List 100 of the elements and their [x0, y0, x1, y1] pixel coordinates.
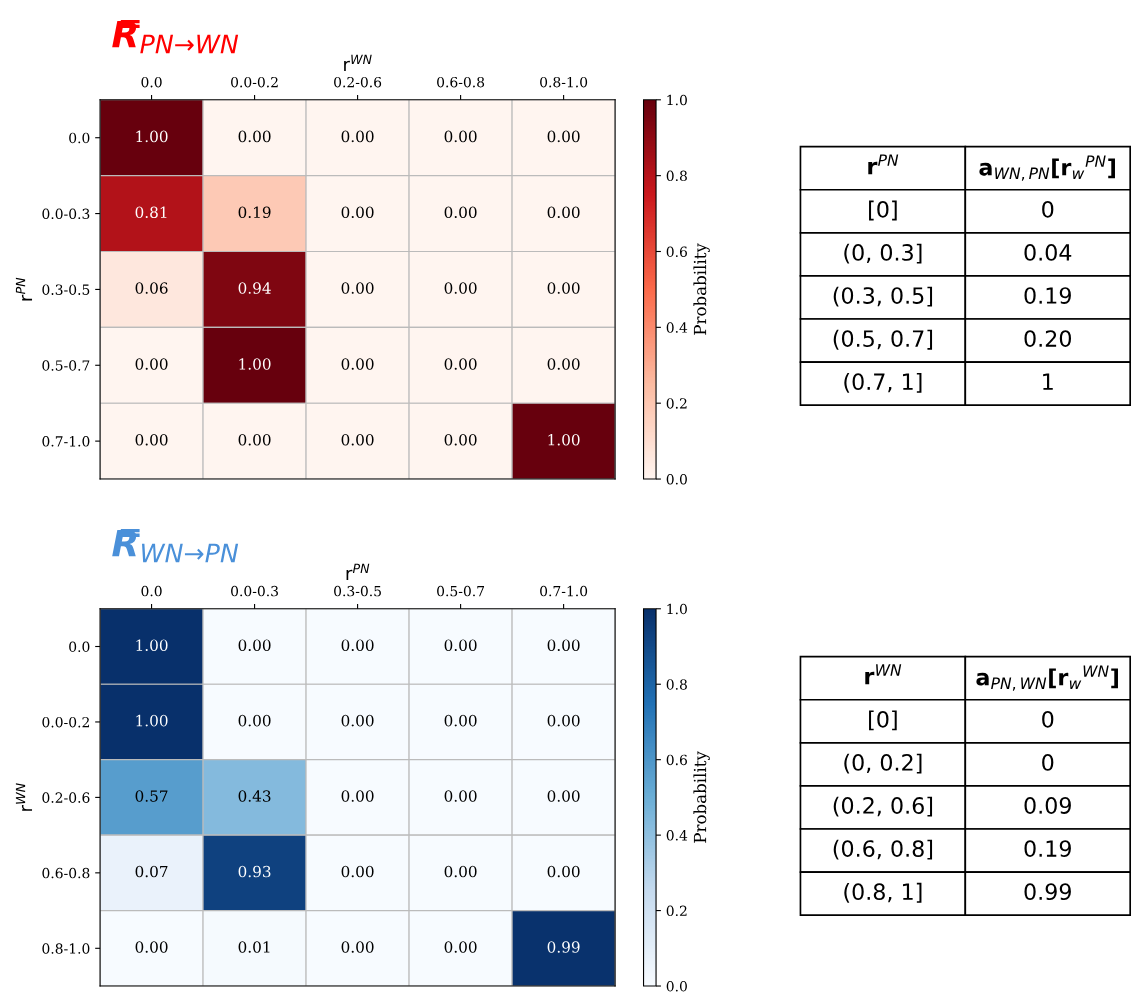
data-label: 0.00 [341, 790, 374, 802]
data-label: 0.81 [135, 206, 167, 218]
text: 0.19 [1024, 287, 1071, 304]
text: (0, 0.2] [844, 753, 922, 774]
y-axis-title: r$^{PN}$ [15, 277, 33, 301]
text: (0.8, 1] [844, 882, 922, 903]
data-label: 0.00 [341, 130, 374, 143]
data-label: 0.01 [238, 941, 270, 953]
chart-title: R̿$_{WN→PN}$ [112, 528, 239, 563]
y-tick-label: 0.6-0.8 [42, 867, 90, 879]
data-label: 0.00 [547, 639, 580, 651]
x-tick-label: 0.2-0.6 [334, 76, 382, 88]
y-tick-label: 0.0 [69, 132, 90, 144]
text: (0, 0.3] [844, 243, 922, 264]
color-bar-label: 0.8 [666, 679, 687, 690]
text: (0.3, 0.5] [833, 286, 933, 307]
text: 0.20 [1024, 330, 1072, 348]
data-label: 0.00 [547, 790, 580, 802]
color-bar-label: 0.6 [666, 246, 687, 257]
data-label: 0.00 [135, 941, 168, 953]
data-label: 0.00 [444, 714, 477, 727]
data-label: 0.00 [444, 206, 477, 218]
data-label: 0.00 [444, 941, 477, 953]
data-label: 0.00 [341, 433, 374, 446]
data-label: 1.00 [239, 358, 271, 370]
data-label: 0.00 [547, 130, 580, 143]
data-label: 0.00 [547, 206, 580, 218]
data-label: 0.00 [341, 358, 374, 370]
y-tick-label: 0.3-0.5 [42, 284, 90, 295]
data-label: 0.00 [444, 865, 477, 878]
y-tick-label: 0.2-0.6 [42, 792, 90, 803]
data-label: 0.00 [341, 714, 374, 727]
data-label: 0.43 [238, 790, 271, 802]
x-tick-label: 0.0-0.3 [231, 585, 278, 597]
x-tick-label: 0.6-0.8 [437, 76, 485, 88]
color-bar-label: 0.6 [666, 754, 687, 766]
text: 0.04 [1024, 244, 1072, 261]
color-bar-label: 1.0 [667, 603, 687, 615]
y-tick-label: 0.0-0.3 [42, 208, 90, 220]
x-tick-label: 0.7-1.0 [540, 585, 588, 597]
data-label: 0.00 [238, 433, 271, 446]
data-label: 0.57 [135, 790, 168, 802]
data-label: 0.06 [135, 282, 168, 294]
data-label: 0.00 [341, 282, 374, 294]
x-axis-title: r$^{PN}$ [346, 563, 370, 580]
x-tick-label: 0.8-1.0 [540, 76, 588, 88]
data-label: 0.00 [547, 865, 580, 878]
color-bar-label: 0.4 [666, 830, 688, 841]
x-tick-label: 0.0 [141, 76, 162, 88]
data-label: 0.00 [444, 433, 477, 446]
data-label: 1.00 [136, 714, 168, 727]
y-tick-label: 0.0 [69, 641, 90, 652]
data-label: 0.00 [547, 714, 580, 727]
x-tick-label: 0.3-0.5 [334, 585, 381, 597]
data-label: 0.00 [238, 714, 271, 727]
text: 0 [1042, 710, 1054, 728]
y-tick-label: 0.7-1.0 [42, 436, 90, 447]
color-bar-label: 0.0 [666, 474, 687, 485]
data-label: 0.99 [547, 941, 580, 953]
text: 0 [1042, 200, 1054, 218]
text: 1 [1043, 373, 1053, 390]
category-label: r$^{PN}$ [868, 154, 899, 175]
y-tick-label: 0.8-1.0 [42, 943, 90, 954]
chart-title: R̿$_{PN→WN}$ [112, 19, 239, 54]
data-label: 0.07 [135, 865, 168, 878]
color-bar-label: 1.0 [667, 94, 687, 106]
text: [0] [869, 200, 897, 221]
data-label: 0.00 [444, 358, 477, 370]
data-label: 1.00 [136, 130, 168, 143]
category-label: a$_{WN,PN}$[r$_{w}$$^{PN}$] [979, 155, 1115, 181]
x-tick-label: 0.5-0.7 [437, 585, 485, 597]
data-label: 0.00 [547, 282, 580, 294]
text: (0.6, 0.8] [833, 839, 933, 860]
text: (0.7, 1] [844, 372, 922, 393]
data-label: 0.00 [135, 358, 168, 370]
color-bar-label: 0.4 [666, 322, 688, 333]
data-label: 0.00 [444, 790, 477, 802]
data-label: 0.00 [444, 130, 477, 143]
category-label: a$_{PN,WN}$[r$_{w}$$^{WN}$] [976, 665, 1118, 691]
text: 0.19 [1024, 840, 1071, 857]
y-tick-label: 0.5-0.7 [42, 360, 90, 371]
data-label: 1.00 [548, 433, 580, 446]
data-label: 0.00 [341, 639, 374, 651]
data-label: 0.00 [341, 941, 374, 953]
data-label: 0.00 [135, 433, 168, 446]
data-label: 0.00 [341, 865, 374, 878]
data-label: 0.19 [238, 206, 271, 218]
data-label: 0.00 [547, 358, 580, 370]
text: 0.99 [1024, 883, 1071, 901]
color-bar-label: 0.2 [666, 398, 687, 409]
data-label: 0.00 [444, 282, 477, 294]
x-axis-title: r$^{WN}$ [344, 54, 372, 71]
data-label: 0.00 [238, 130, 271, 143]
text: 0.09 [1024, 797, 1071, 814]
data-label: 0.00 [238, 639, 271, 651]
color-bar-label: 0.0 [666, 980, 687, 992]
text: (0.5, 0.7] [833, 329, 933, 350]
y-tick-label: 0.0-0.2 [42, 716, 89, 728]
data-label: 0.00 [444, 639, 477, 651]
data-label: 1.00 [136, 639, 168, 651]
